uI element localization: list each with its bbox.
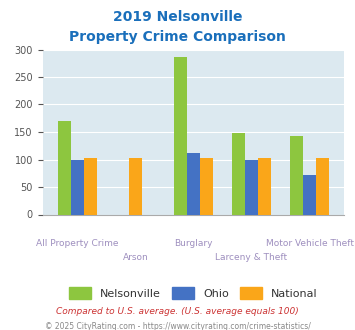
- Text: Burglary: Burglary: [174, 240, 213, 248]
- Text: All Property Crime: All Property Crime: [36, 240, 119, 248]
- Text: Larceny & Theft: Larceny & Theft: [215, 253, 288, 262]
- Bar: [187, 153, 200, 215]
- Bar: [233, 133, 245, 214]
- Bar: [290, 136, 303, 214]
- Text: Property Crime Comparison: Property Crime Comparison: [69, 30, 286, 44]
- Bar: [316, 158, 329, 214]
- Bar: [58, 121, 71, 214]
- Text: © 2025 CityRating.com - https://www.cityrating.com/crime-statistics/: © 2025 CityRating.com - https://www.city…: [45, 322, 310, 330]
- Text: Compared to U.S. average. (U.S. average equals 100): Compared to U.S. average. (U.S. average …: [56, 307, 299, 316]
- Bar: [303, 175, 316, 214]
- Bar: [71, 159, 84, 214]
- Bar: [245, 159, 258, 214]
- Legend: Nelsonville, Ohio, National: Nelsonville, Ohio, National: [65, 283, 322, 303]
- Bar: [258, 158, 271, 214]
- Text: Motor Vehicle Theft: Motor Vehicle Theft: [266, 240, 354, 248]
- Bar: [200, 158, 213, 214]
- Text: Arson: Arson: [122, 253, 148, 262]
- Bar: [174, 57, 187, 215]
- Text: 2019 Nelsonville: 2019 Nelsonville: [113, 10, 242, 24]
- Bar: [129, 158, 142, 214]
- Bar: [84, 158, 97, 214]
